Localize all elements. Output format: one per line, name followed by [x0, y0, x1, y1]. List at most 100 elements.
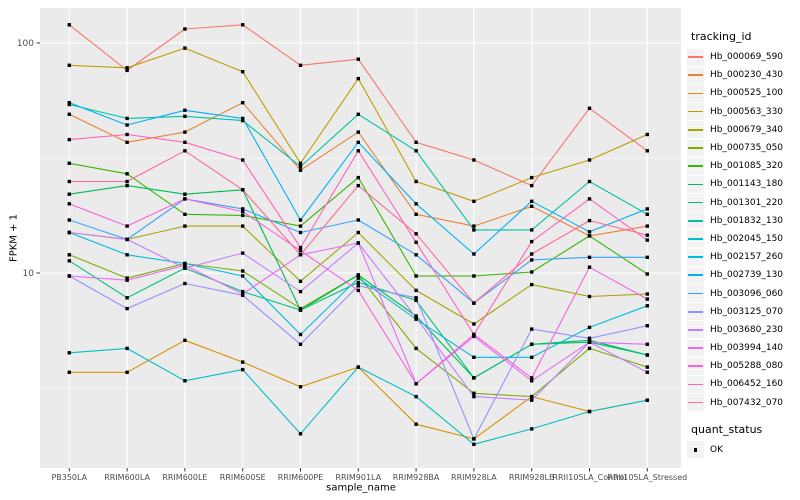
legend-label: Hb_003096_060 [710, 288, 784, 299]
x-tick-label: RRIM901LA [335, 473, 381, 482]
legend-key-swatch [687, 285, 704, 303]
data-point [298, 289, 303, 294]
legend-label: Hb_003680_230 [710, 324, 784, 335]
legend-entry: Hb_001832_130 [687, 212, 799, 230]
data-point [645, 255, 649, 259]
legend-label: Hb_000230_430 [710, 70, 784, 81]
data-point [530, 282, 534, 287]
legend-entries: Hb_000069_590 Hb_000230_430 Hb_000525_100 H… [687, 48, 799, 412]
data-point [414, 315, 418, 320]
legend-line-icon [688, 56, 703, 58]
series-points-Hb_000563_330 [67, 46, 649, 203]
legend-key-swatch [687, 357, 704, 375]
data-point [472, 332, 476, 337]
data-point [241, 213, 245, 218]
data-point [645, 233, 649, 237]
data-point [645, 224, 649, 228]
data-point [414, 298, 418, 303]
data-point [183, 379, 187, 383]
data-point [587, 346, 592, 351]
legend-line-icon [688, 292, 703, 295]
legend-key-swatch [687, 157, 704, 175]
y-tick-label: 100 [17, 39, 34, 49]
legend-label: Hb_001085_320 [710, 161, 784, 172]
data-point [645, 365, 649, 369]
legend-line-icon [688, 201, 703, 204]
legend-label: Hb_000563_330 [710, 106, 784, 117]
data-point [530, 228, 534, 232]
legend-key-swatch [687, 139, 704, 157]
series-points-Hb_006452_160 [67, 132, 649, 337]
legend-label: Hb_000525_100 [710, 88, 784, 99]
data-point [241, 251, 245, 255]
legend-line-icon [688, 128, 703, 131]
data-point [67, 101, 71, 105]
legend-label: Hb_007432_070 [710, 397, 784, 408]
data-point [356, 276, 360, 280]
legend-label: Hb_002157_260 [710, 252, 784, 263]
data-point [356, 130, 360, 134]
legend-line-icon [688, 256, 703, 258]
data-point [472, 252, 476, 256]
data-point [414, 288, 418, 293]
legend-key-swatch [687, 175, 704, 193]
y-tick-label: 10 [23, 269, 35, 279]
data-point [298, 63, 303, 67]
legend-label: Hb_006452_160 [710, 379, 784, 390]
data-point [587, 158, 592, 162]
data-point [125, 370, 129, 374]
data-point [356, 140, 360, 144]
legend-entry: Hb_003994_140 [687, 339, 799, 357]
legend-entry: Hb_001301_220 [687, 194, 799, 212]
legend-entry: Hb_002045_150 [687, 230, 799, 248]
data-point [125, 306, 129, 311]
data-point [645, 272, 649, 276]
data-point [356, 365, 360, 369]
data-point [645, 304, 649, 308]
data-point [530, 376, 534, 380]
series-points-Hb_002045_150 [67, 346, 649, 446]
data-point [587, 197, 592, 201]
x-tick-label: RRIM928BA [393, 473, 440, 482]
legend-label: OK [710, 444, 723, 455]
data-point [125, 123, 129, 127]
data-point [472, 228, 476, 232]
data-point [356, 241, 360, 245]
series-points-Hb_002739_130 [67, 101, 649, 256]
data-point [183, 192, 187, 196]
legend-key-swatch [687, 230, 704, 248]
data-point [530, 398, 534, 402]
data-point [587, 230, 592, 234]
data-point [356, 273, 360, 277]
data-point [298, 224, 303, 228]
data-point [241, 116, 245, 121]
data-point [356, 284, 360, 288]
data-point [125, 66, 129, 70]
data-point [241, 289, 245, 294]
legend-line-icon [688, 274, 703, 277]
legend-line-icon [688, 147, 703, 149]
data-point [414, 274, 418, 278]
data-point [125, 183, 129, 188]
x-tick-label: PB350LA [51, 473, 87, 482]
legend-key-swatch [687, 121, 704, 139]
legend-entry: Hb_002739_130 [687, 266, 799, 284]
data-point [587, 234, 592, 238]
data-point [125, 237, 129, 242]
legend-label: Hb_005288_080 [710, 361, 784, 372]
legend-line-icon [688, 219, 703, 222]
data-point [183, 197, 187, 201]
legend-line-icon [688, 238, 703, 240]
data-point [645, 207, 649, 211]
data-point [530, 175, 534, 180]
data-point [298, 279, 303, 283]
data-point [241, 274, 245, 278]
data-point [125, 224, 129, 228]
data-point [530, 199, 534, 203]
data-point [298, 253, 303, 257]
data-point [530, 327, 534, 331]
legend-title-tracking-id: tracking_id [691, 30, 752, 43]
series-points-Hb_000230_430 [67, 101, 649, 238]
data-point [472, 442, 476, 446]
